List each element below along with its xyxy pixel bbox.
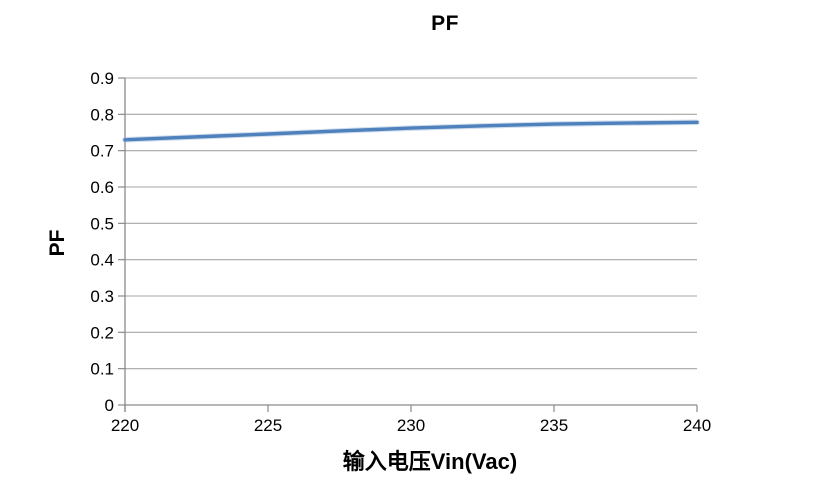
x-axis-title: 输入电压Vin(Vac)	[342, 449, 518, 474]
y-tick-label: 0.5	[90, 214, 114, 233]
y-tick-label: 0.4	[90, 251, 114, 270]
y-tick-label: 0.6	[90, 178, 114, 197]
x-tick-label: 240	[683, 416, 711, 435]
y-tick-label: 0.8	[90, 105, 114, 124]
y-tick-label: 0.3	[90, 287, 114, 306]
y-tick-label: 0.9	[90, 69, 114, 88]
x-tick-label: 225	[254, 416, 282, 435]
x-tick-label: 220	[111, 416, 139, 435]
y-tick-label: 0.1	[90, 360, 114, 379]
y-tick-label: 0	[105, 396, 114, 415]
y-tick-label: 0.7	[90, 142, 114, 161]
y-tick-label: 0.2	[90, 323, 114, 342]
chart-title: PF	[431, 12, 459, 35]
pf-series-line	[123, 120, 699, 142]
x-tick-label: 230	[397, 416, 425, 435]
x-tick-label: 235	[540, 416, 568, 435]
